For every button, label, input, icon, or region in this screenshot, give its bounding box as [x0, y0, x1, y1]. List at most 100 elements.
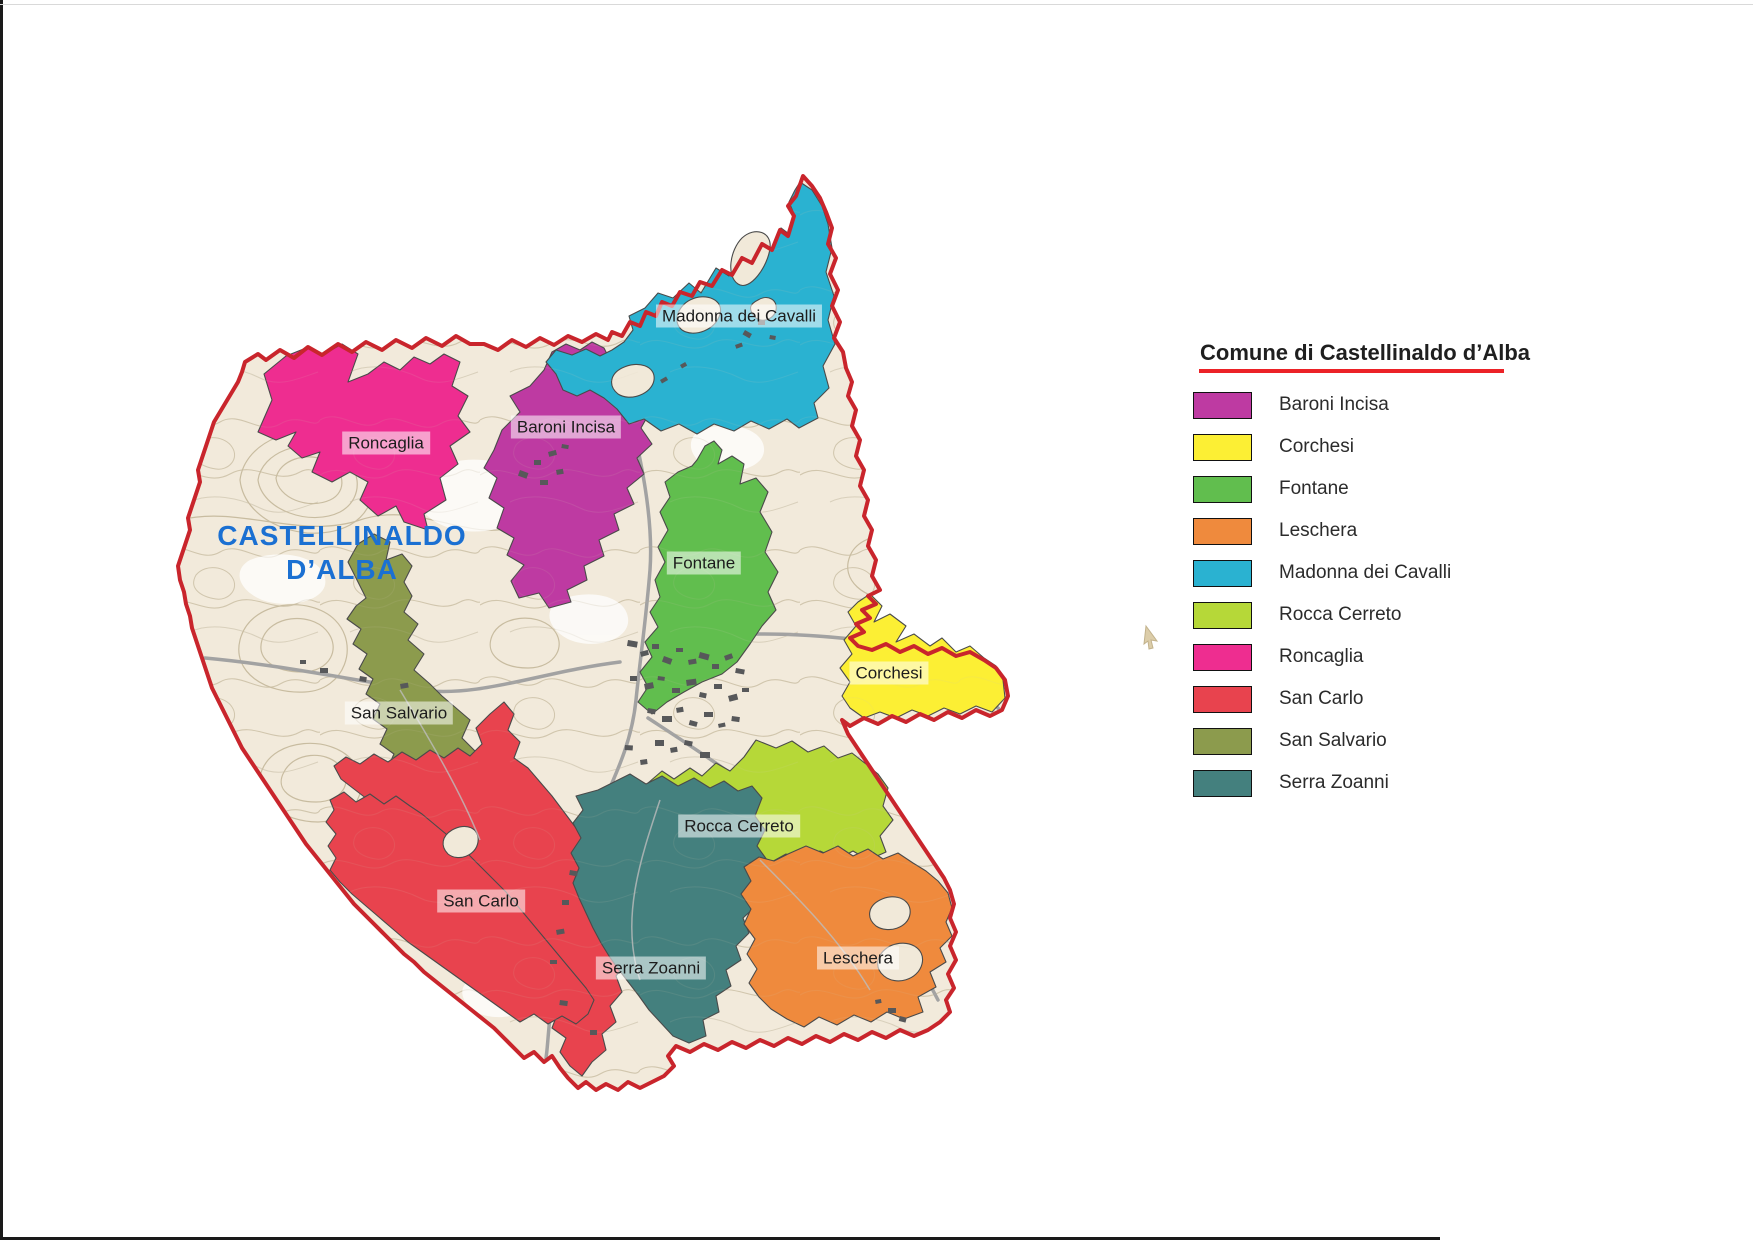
building	[742, 330, 752, 339]
page-border-top	[0, 4, 1753, 5]
building	[700, 752, 710, 758]
legend-swatch-serra-zoanni	[1193, 769, 1252, 797]
legend-label: Roncaglia	[1279, 646, 1364, 667]
building	[662, 716, 672, 722]
legend-swatch-fontane	[1193, 475, 1252, 503]
map-label-leschera: Leschera	[817, 946, 899, 970]
map-label-san-carlo: San Carlo	[437, 889, 525, 913]
legend-swatch-baroni-incisa	[1193, 391, 1252, 419]
building	[683, 740, 693, 747]
building	[686, 678, 697, 686]
building	[888, 1008, 896, 1013]
legend-swatch-san-carlo	[1193, 685, 1252, 713]
legend-swatch-san-salvario	[1193, 727, 1252, 755]
building	[559, 1000, 568, 1007]
comune-name: CASTELLINALDO D’ALBA	[217, 519, 466, 587]
building	[359, 676, 367, 683]
legend-label: Rocca Cerreto	[1279, 604, 1402, 625]
legend-row: Fontane	[1193, 475, 1530, 503]
legend-label: Baroni Incisa	[1279, 394, 1389, 415]
legend-title: Comune di Castellinaldo d’Alba	[1200, 340, 1531, 365]
building	[712, 664, 719, 669]
building	[569, 870, 578, 877]
building	[672, 688, 680, 693]
map-label-corchesi: Corchesi	[849, 661, 929, 685]
legend-label: Serra Zoanni	[1279, 772, 1389, 793]
building	[644, 682, 655, 690]
legend-row: San Carlo	[1193, 685, 1530, 713]
building	[626, 640, 638, 648]
legend-row: Roncaglia	[1193, 643, 1530, 671]
building	[548, 449, 558, 457]
legend: Comune di Castellinaldo d’Alba Baroni In…	[1193, 340, 1530, 811]
building	[550, 960, 557, 964]
building	[517, 469, 529, 479]
building	[320, 668, 328, 673]
building	[624, 745, 633, 751]
building	[657, 675, 665, 681]
page-border-bottom	[0, 1237, 1440, 1240]
building	[717, 722, 726, 728]
legend-title-underline	[1199, 369, 1504, 373]
building	[676, 648, 683, 652]
building	[670, 746, 678, 753]
building	[556, 468, 564, 475]
building	[561, 444, 569, 450]
building	[731, 716, 740, 723]
comune-boundary	[176, 174, 1010, 1092]
legend-swatch-corchesi	[1193, 433, 1252, 461]
legend-row: Baroni Incisa	[1193, 391, 1530, 419]
building	[714, 684, 722, 689]
legend-row: Serra Zoanni	[1193, 769, 1530, 797]
building	[540, 480, 548, 485]
map-label-roncaglia: Roncaglia	[342, 431, 430, 455]
building	[688, 658, 697, 665]
building	[630, 676, 637, 681]
legend-rows: Baroni Incisa Corchesi Fontane Leschera …	[1193, 391, 1530, 797]
building	[300, 660, 306, 664]
building	[680, 362, 688, 369]
building	[728, 693, 739, 702]
building	[769, 334, 776, 340]
building	[647, 708, 656, 715]
building	[698, 692, 707, 699]
legend-label: San Carlo	[1279, 688, 1364, 709]
building	[698, 652, 710, 661]
comune-name-line1: CASTELLINALDO	[217, 520, 467, 551]
map-label-serra-zoanni: Serra Zoanni	[595, 956, 707, 980]
map-label-fontane: Fontane	[666, 551, 742, 575]
building	[661, 656, 673, 665]
building	[742, 688, 749, 692]
buildings-layer	[300, 320, 907, 1035]
comune-name-line2: D’ALBA	[286, 554, 398, 585]
legend-swatch-rocca-cerreto	[1193, 601, 1252, 629]
building	[534, 460, 541, 465]
legend-row: Leschera	[1193, 517, 1530, 545]
legend-label: Madonna dei Cavalli	[1279, 562, 1452, 583]
building	[875, 998, 882, 1004]
legend-row: Corchesi	[1193, 433, 1530, 461]
building	[562, 900, 569, 905]
building	[639, 759, 648, 765]
legend-row: Rocca Cerreto	[1193, 601, 1530, 629]
building	[640, 649, 650, 657]
map-label-rocca-cerreto: Rocca Cerreto	[678, 814, 800, 838]
building	[898, 1016, 907, 1023]
legend-row: San Salvario	[1193, 727, 1530, 755]
page-border-left	[0, 0, 3, 1240]
legend-label: San Salvario	[1279, 730, 1387, 751]
legend-label: Corchesi	[1279, 436, 1354, 457]
legend-swatch-roncaglia	[1193, 643, 1252, 671]
legend-swatch-madonna-dei-cavalli	[1193, 559, 1252, 587]
building	[735, 342, 743, 349]
legend-row: Madonna dei Cavalli	[1193, 559, 1530, 587]
map-label-baroni-incisa: Baroni Incisa	[510, 415, 622, 439]
building	[723, 653, 734, 661]
building	[704, 712, 713, 717]
mouse-cursor	[1143, 624, 1159, 650]
building	[660, 376, 669, 384]
building	[400, 682, 409, 689]
map-label-san-salvario: San Salvario	[344, 701, 454, 725]
